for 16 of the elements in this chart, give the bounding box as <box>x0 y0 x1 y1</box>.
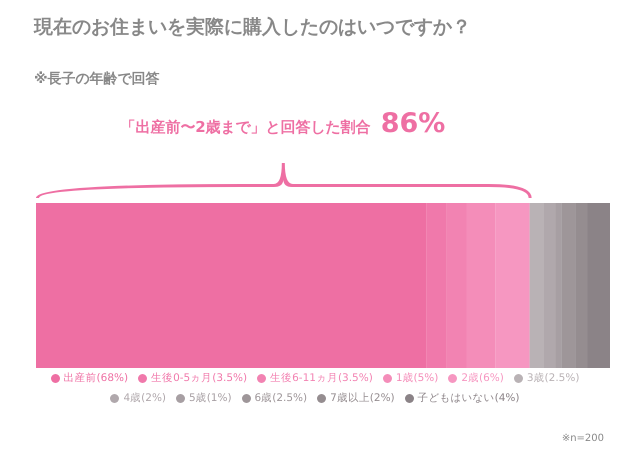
legend-label: 7歳以上(2%) <box>330 392 395 404</box>
legend-label: 1歳(5%) <box>396 372 438 384</box>
legend-label: 4歳(2%) <box>123 392 166 404</box>
chart-subtitle: ※長子の年齢で回答 <box>34 70 160 88</box>
text: ※n=200 <box>562 433 604 444</box>
legend-label: 3歳(2.5%) <box>526 372 580 384</box>
legend-label: 出産前(68%) <box>64 372 128 384</box>
text: 「出産前〜2歳まで」と回答した割合 <box>120 118 371 136</box>
legend-label: 2歳(6%) <box>461 372 504 384</box>
legend-label: 6歳(2.5%) <box>254 392 308 404</box>
legend-label: 5歳(1%) <box>189 392 232 404</box>
legend-label: 生後6-11ヵ月(3.5%) <box>270 372 373 384</box>
legend-label: 子どもはいない(4%) <box>418 392 520 404</box>
text: 86% <box>380 108 446 139</box>
legend-label: 生後0-5ヵ月(3.5%) <box>151 372 248 384</box>
chart-title: 現在のお住まいを実際に購入したのはいつですか？ <box>34 15 471 40</box>
